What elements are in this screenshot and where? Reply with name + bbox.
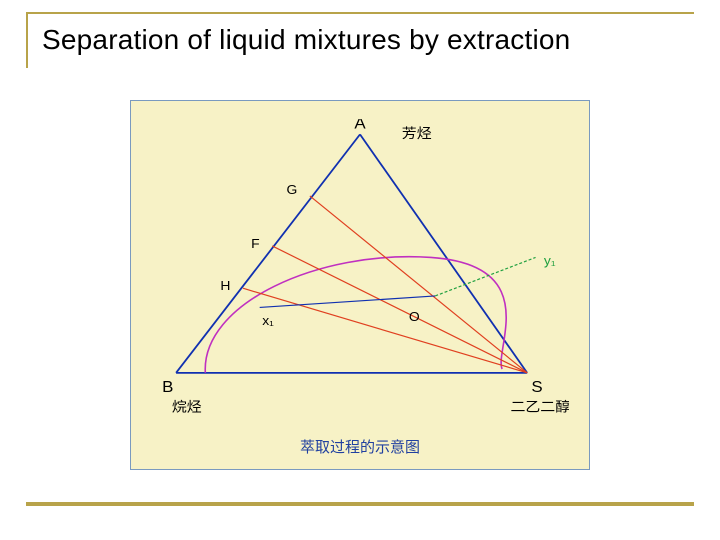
svg-text:F: F [251,236,260,250]
svg-text:芳烃: 芳烃 [402,126,432,142]
svg-text:H: H [220,279,230,293]
svg-text:G: G [286,183,297,197]
title-divider [26,12,28,68]
svg-text:y₁: y₁ [544,254,556,268]
svg-text:S: S [531,379,542,396]
svg-text:O: O [409,309,420,323]
ternary-diagram: A 芳烃 B 烷烃 S 二乙二醇醚 G F Hx₁ Oy₁ [151,119,569,419]
slide: Separation of liquid mixtures by extract… [0,0,720,540]
svg-text:A: A [354,119,365,132]
figure-caption: 萃取过程的示意图 [131,436,589,457]
svg-text:x₁: x₁ [262,313,274,327]
title-rule-top [26,12,694,14]
svg-text:二乙二醇醚: 二乙二醇醚 [510,399,569,415]
svg-text:烷烃: 烷烃 [172,399,202,415]
slide-title: Separation of liquid mixtures by extract… [42,24,570,56]
figure-frame: A 芳烃 B 烷烃 S 二乙二醇醚 G F Hx₁ Oy₁ 萃取过程的示意图 [130,100,590,470]
bottom-rule [26,502,694,506]
svg-text:B: B [162,379,173,396]
